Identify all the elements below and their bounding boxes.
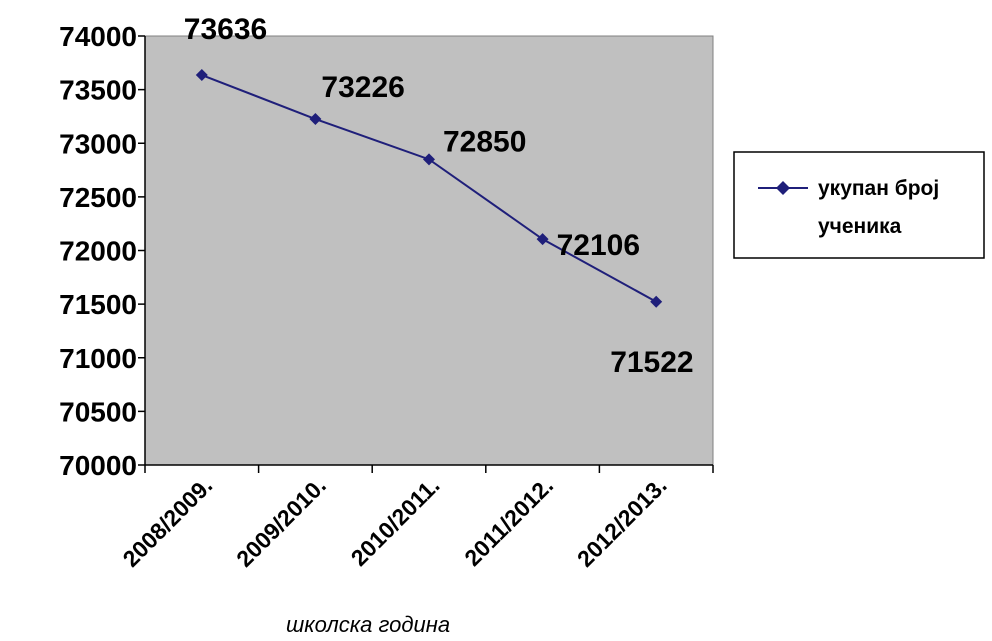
data-label: 72106 [557, 229, 640, 262]
data-label: 73226 [321, 71, 404, 104]
y-tick-label: 73000 [59, 128, 137, 159]
x-tick-label: 2010/2011. [346, 472, 445, 571]
legend-label-line-1: укупан број [818, 177, 939, 200]
data-labels: 73636 73226 72850 72106 71522 [184, 13, 694, 379]
data-point-marker [423, 153, 435, 166]
x-axis-title: школска година [286, 612, 450, 637]
y-tick-label: 71000 [59, 343, 137, 374]
y-tick-label: 71500 [59, 289, 137, 320]
legend-box [733, 151, 985, 259]
y-tick-label: 70500 [59, 396, 137, 427]
legend: укупан број ученика [733, 151, 985, 259]
y-tick-label: 70000 [59, 450, 137, 481]
data-point-marker [650, 295, 663, 308]
x-tick-label: 2008/2009. [118, 472, 218, 572]
x-tick-label: 2012/2013. [572, 472, 672, 572]
data-label: 71522 [610, 346, 693, 379]
legend-label-line-2: ученика [818, 215, 902, 238]
data-point-marker [195, 69, 208, 82]
x-axis: 2008/2009. 2009/2010. 2010/2011. 2011/2012.… [118, 464, 714, 572]
legend-marker [776, 181, 790, 195]
y-axis: 70000 70500 71000 71500 72000 72500 73000 73500… [59, 21, 146, 481]
x-tick-label: 2011/2012. [459, 472, 558, 571]
y-tick-label: 74000 [59, 21, 137, 52]
y-tick-label: 73500 [59, 75, 137, 106]
data-label: 72850 [443, 125, 526, 158]
plot-area [144, 35, 714, 466]
data-point-marker [309, 113, 322, 126]
y-tick-label: 72500 [59, 182, 137, 213]
data-point-marker [536, 233, 549, 246]
data-label: 73636 [184, 13, 267, 46]
x-tick-label: 2009/2010. [231, 472, 331, 572]
y-tick-label: 72000 [59, 236, 137, 267]
series-layer [195, 69, 663, 308]
